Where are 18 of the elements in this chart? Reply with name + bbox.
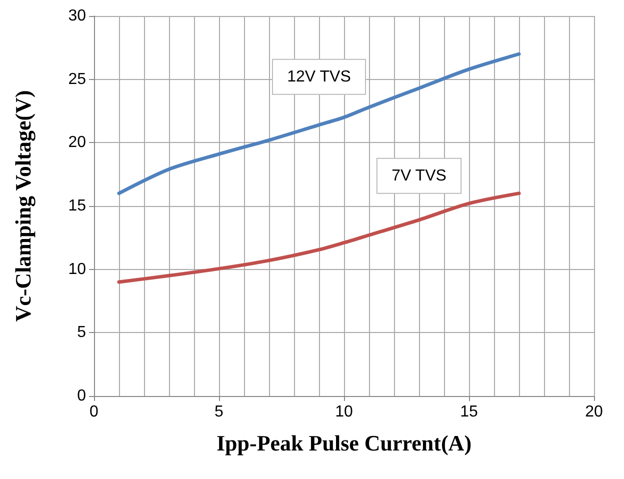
series-label: 7V TVS	[392, 167, 446, 184]
y-axis-title: Vc-Clamping Voltage(V)	[10, 90, 36, 322]
x-tick-label: 20	[585, 404, 603, 420]
y-tick-label: 15	[68, 198, 86, 214]
x-tick-label: 0	[90, 404, 99, 420]
x-tick-label: 15	[460, 404, 478, 420]
y-tick-label: 25	[68, 70, 86, 88]
line-series	[117, 192, 521, 284]
y-tick-label: 0	[77, 388, 86, 404]
x-axis-title: Ipp-Peak Pulse Current(A)	[216, 430, 472, 456]
y-tick-label: 30	[68, 8, 86, 24]
x-tick-label: 10	[335, 404, 353, 420]
line-series	[117, 52, 521, 196]
y-tick-label: 20	[68, 134, 86, 152]
series-label: 12V TVS	[287, 68, 351, 86]
y-tick-label: 10	[68, 260, 86, 278]
y-tick-label: 5	[77, 324, 86, 342]
x-tick-label: 5	[214, 404, 224, 420]
